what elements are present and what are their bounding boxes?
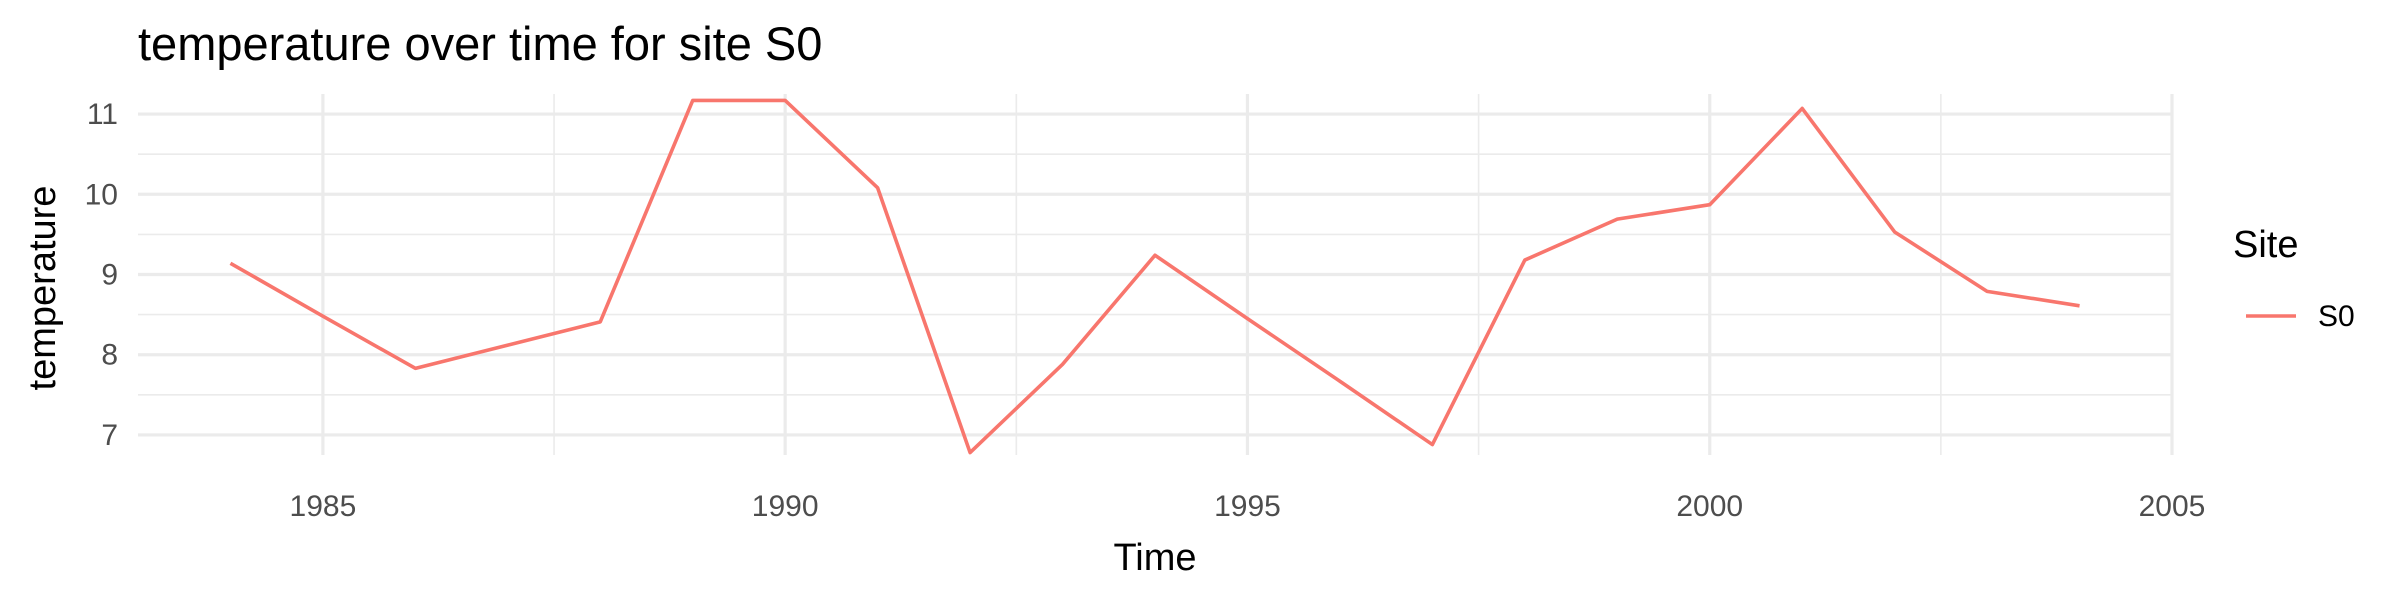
x-tick-label: 1995 (1214, 490, 1281, 523)
y-tick-label: 8 (101, 339, 118, 372)
y-axis-title: temperature (22, 186, 64, 391)
chart-title: temperature over time for site S0 (138, 17, 822, 70)
series-line-S0 (229, 98, 2080, 455)
y-tick-label: 7 (101, 419, 118, 452)
y-tick-label: 10 (85, 178, 118, 211)
x-tick-label: 1990 (752, 490, 819, 523)
x-axis-title: Time (1113, 537, 1196, 579)
legend-title: Site (2233, 224, 2298, 266)
x-tick-label: 2005 (2139, 490, 2206, 523)
x-tick-label: 2000 (1676, 490, 1743, 523)
x-axis-ticks: 1985 1990 1995 2000 2005 (290, 490, 2206, 523)
series-lines (229, 98, 2080, 455)
legend-label: S0 (2318, 300, 2355, 333)
grid (138, 94, 2174, 455)
y-axis-ticks: 7 8 9 10 11 (85, 98, 118, 452)
x-tick-label: 1985 (290, 490, 357, 523)
y-tick-label: 11 (87, 98, 118, 131)
legend: Site S0 (2233, 224, 2355, 333)
y-tick-label: 9 (101, 259, 118, 292)
